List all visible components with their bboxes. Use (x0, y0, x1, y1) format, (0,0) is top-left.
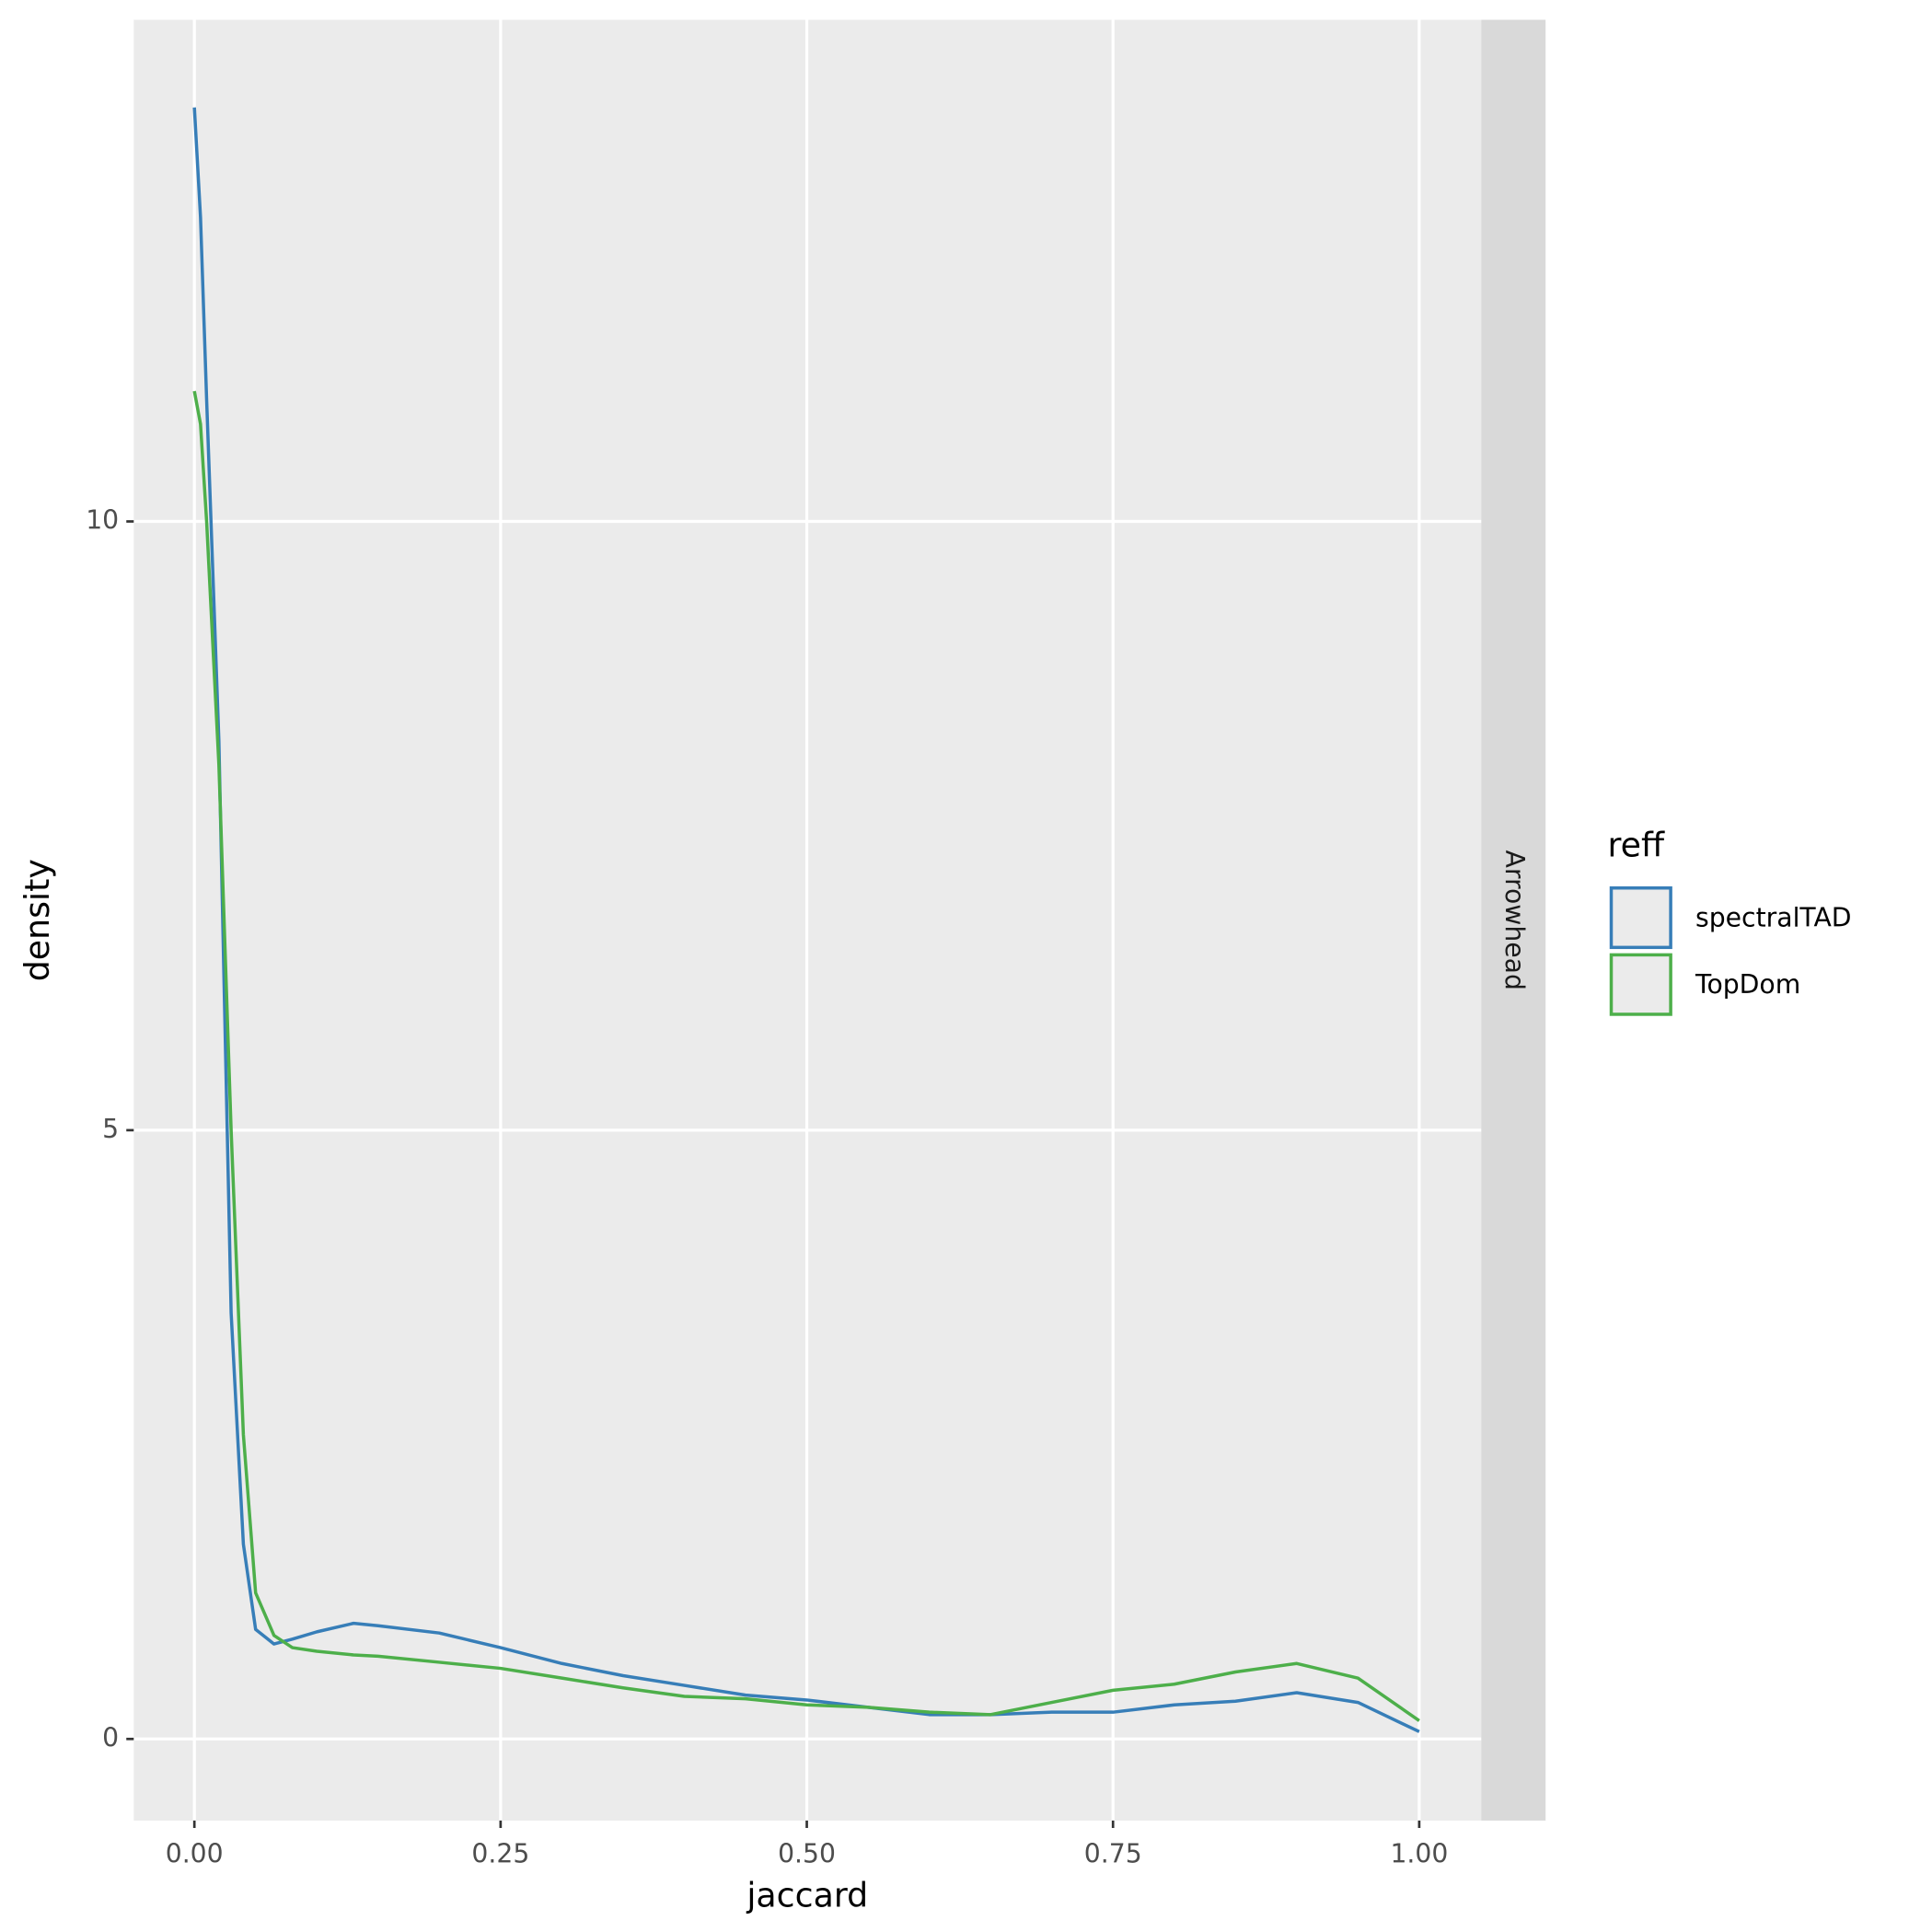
x-tick-label: 0.50 (778, 1839, 836, 1869)
x-tick-label: 0.25 (471, 1839, 529, 1869)
legend-label: spectralTAD (1695, 902, 1852, 932)
legend-title: reff (1607, 825, 1664, 864)
x-tick-label: 0.00 (166, 1839, 224, 1869)
y-tick-label: 0 (102, 1722, 119, 1753)
plot-area (192, 107, 1420, 1733)
legend-key (1609, 953, 1672, 1016)
density-line (192, 107, 1420, 1733)
facet-strip (1481, 19, 1546, 1821)
y-tick-label: 10 (86, 505, 119, 536)
grid (133, 19, 1482, 1821)
legend-label: TopDom (1695, 969, 1800, 1000)
x-axis-title: jaccard (746, 1875, 868, 1915)
density-line (192, 390, 1420, 1722)
legend-key (1609, 885, 1672, 950)
y-axis-title: density (17, 859, 57, 981)
facet-label: Arrowhead (1499, 850, 1530, 990)
x-tick-label: 0.75 (1084, 1839, 1142, 1869)
y-tick-label: 5 (102, 1114, 119, 1144)
x-tick-label: 1.00 (1390, 1839, 1448, 1869)
